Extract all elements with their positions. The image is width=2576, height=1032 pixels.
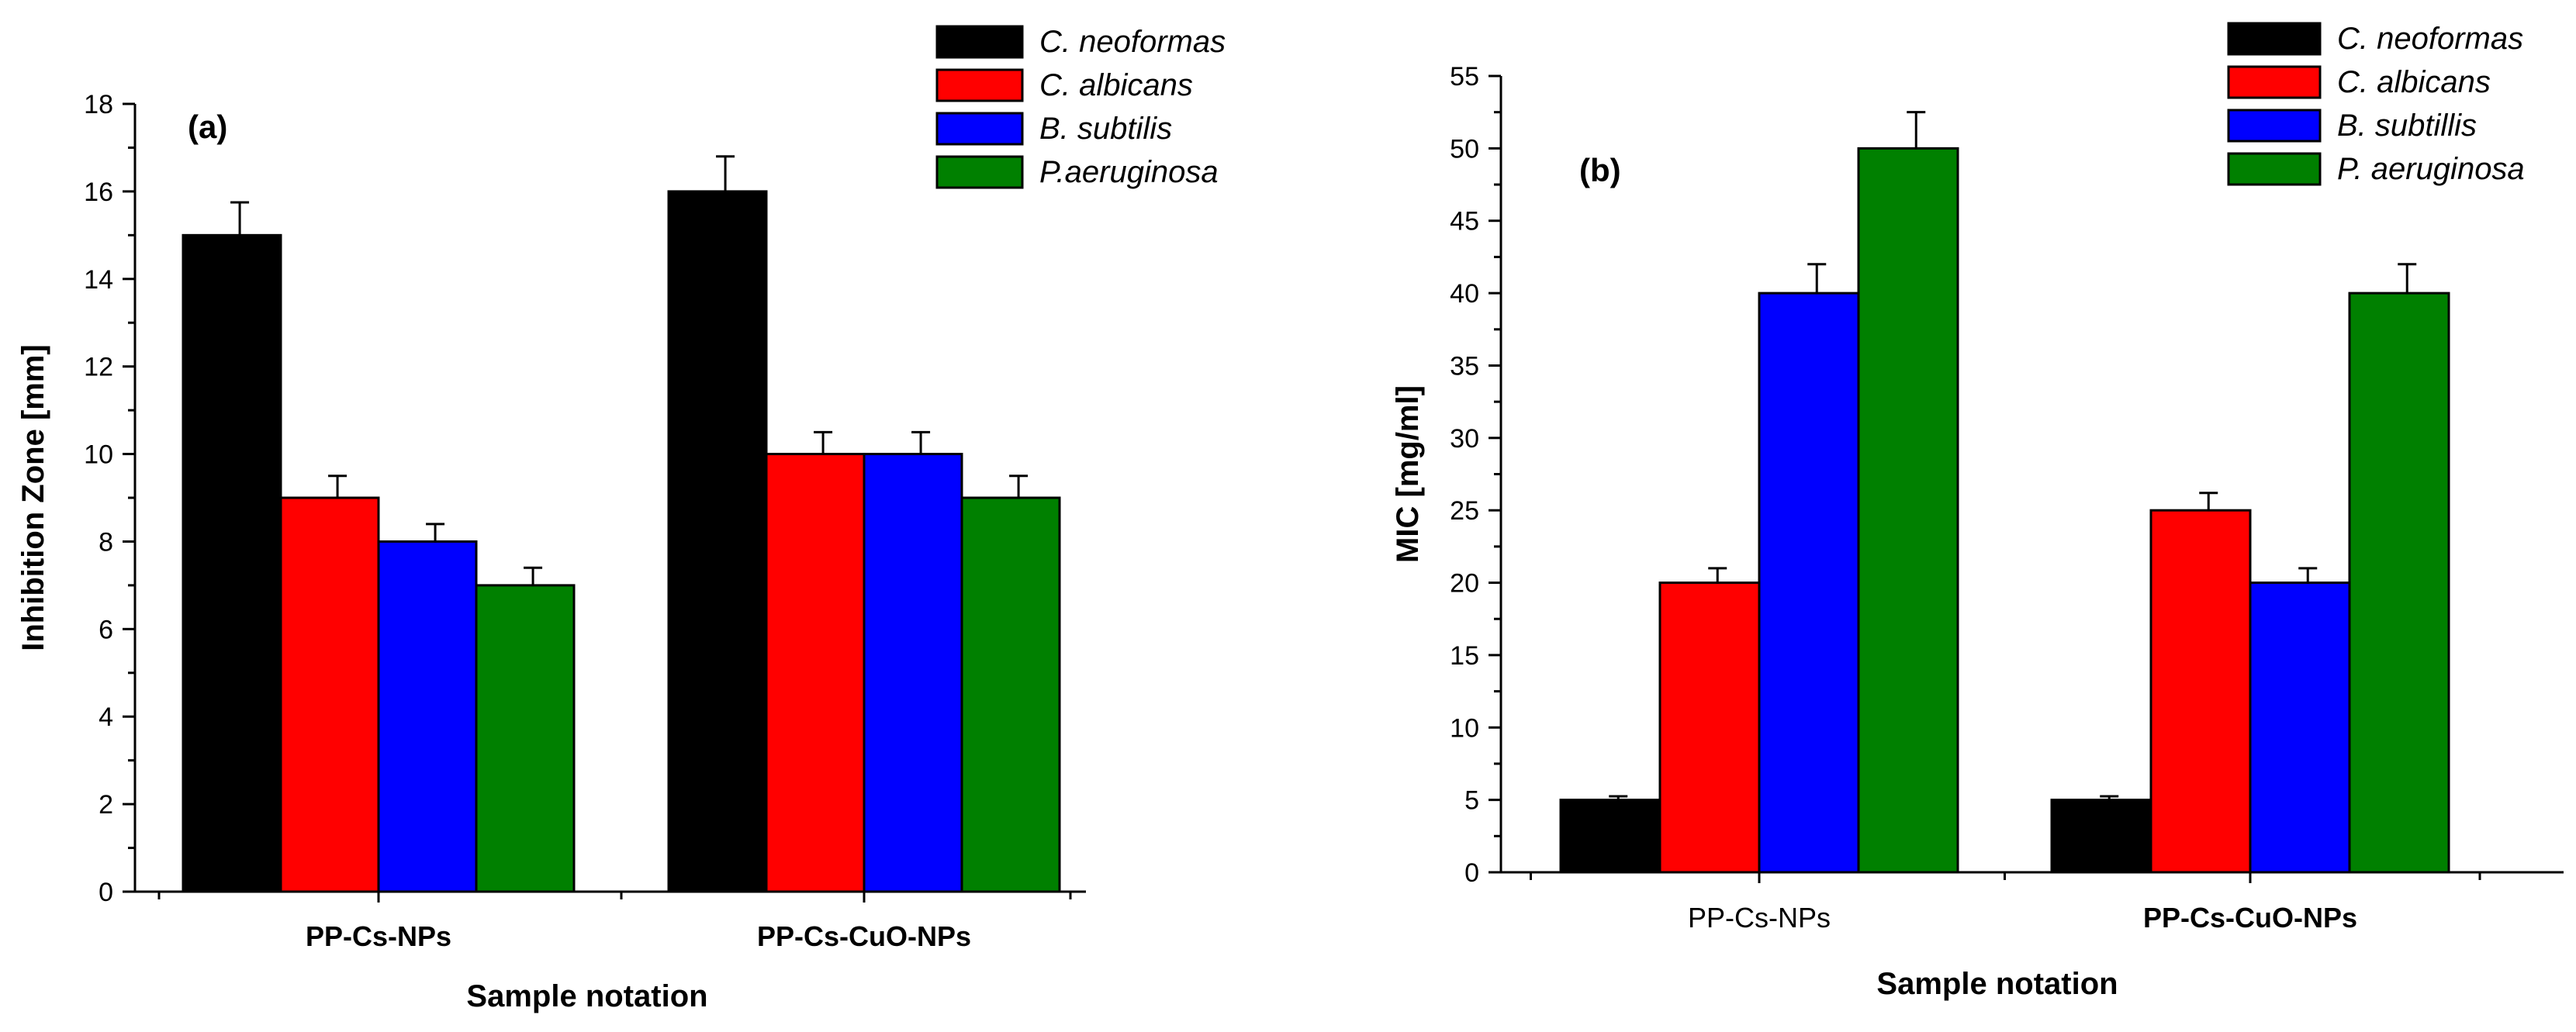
x-category-label: PP-Cs-CuO-NPs <box>2143 902 2357 934</box>
panel-label: (b) <box>1579 152 1621 188</box>
legend-swatch <box>935 112 1024 146</box>
legend: C. neoformas C. albicans B. subtilis P.aeru… <box>935 25 1226 189</box>
bar <box>667 190 768 893</box>
y-tick-label: 45 <box>1450 207 1479 236</box>
bar <box>960 496 1061 893</box>
bar <box>279 496 380 893</box>
y-axis-title: Inhibition Zone [mm] <box>16 344 50 651</box>
chart-panel-a: 0 2 4 6 8 10 12 14 16 18 PP-Cs-NPs PP-Cs-CuO-NPs Inh… <box>16 25 1226 1013</box>
y-tick-label: 2 <box>99 790 113 820</box>
y-tick-label: 14 <box>84 265 113 295</box>
y-tick-label: 5 <box>1464 786 1479 816</box>
y-tick-label: 8 <box>99 527 113 557</box>
legend-swatch <box>2227 109 2322 143</box>
legend-swatch <box>935 25 1024 59</box>
x-axis-title: Sample notation <box>1876 967 2118 1001</box>
panel-label: (a) <box>188 109 227 145</box>
bar <box>377 540 478 893</box>
y-tick-label: 40 <box>1450 279 1479 309</box>
legend-swatch <box>2227 65 2322 99</box>
bar <box>182 233 282 893</box>
y-axis-title: MIC [mg/ml] <box>1391 385 1425 563</box>
y-tick-label: 35 <box>1450 351 1479 381</box>
legend-swatch <box>935 155 1024 189</box>
y-tick-label: 18 <box>84 90 113 119</box>
bar <box>2249 582 2351 874</box>
y-tick-label: 4 <box>99 702 113 732</box>
y-tick-label: 55 <box>1450 62 1479 91</box>
y-tick-label: 16 <box>84 178 113 207</box>
legend-label: C. neoformas <box>1039 25 1226 59</box>
y-tick-label: 0 <box>1464 858 1479 888</box>
y-tick-label: 10 <box>84 440 113 470</box>
legend-label: C. albicans <box>2337 65 2491 99</box>
legend-label: C. albicans <box>1039 68 1193 102</box>
bar <box>1857 147 1959 874</box>
legend-swatch <box>935 68 1024 102</box>
bar <box>2149 509 2252 874</box>
bar <box>2348 292 2450 874</box>
bar <box>1758 292 1860 874</box>
chart-panel-b: 0 5 10 15 20 25 30 35 40 45 50 55 PP-Cs-NPs PP-Cs-CuO… <box>1391 22 2564 1001</box>
legend-swatch <box>2227 22 2322 56</box>
y-tick-label: 15 <box>1450 641 1479 671</box>
x-category-label: PP-Cs-NPs <box>1688 902 1831 934</box>
legend-label: B. subtilis <box>1039 112 1172 146</box>
bar <box>863 453 963 893</box>
y-tick-label: 50 <box>1450 134 1479 164</box>
bar <box>1559 799 1661 874</box>
bar <box>2050 799 2152 874</box>
y-tick-label: 6 <box>99 615 113 644</box>
legend-label: B. subtillis <box>2337 109 2477 143</box>
x-category-label: PP-Cs-NPs <box>306 920 451 952</box>
y-tick-label: 20 <box>1450 569 1479 599</box>
legend-label: P.aeruginosa <box>1039 155 1219 189</box>
x-category-label: PP-Cs-CuO-NPs <box>757 920 971 952</box>
y-tick-label: 10 <box>1450 713 1479 743</box>
bar <box>765 453 866 893</box>
legend-label: C. neoformas <box>2337 22 2523 56</box>
y-tick-label: 25 <box>1450 496 1479 526</box>
legend: C. neoformas C. albicans B. subtillis P. ae… <box>2227 22 2525 186</box>
bar <box>1658 582 1761 874</box>
legend-swatch <box>2227 152 2322 186</box>
y-tick-label: 30 <box>1450 424 1479 454</box>
x-axis-title: Sample notation <box>466 979 707 1013</box>
y-tick-label: 12 <box>84 353 113 382</box>
legend-label: P. aeruginosa <box>2337 152 2525 186</box>
y-tick-label: 0 <box>99 878 113 907</box>
bar <box>475 584 576 893</box>
